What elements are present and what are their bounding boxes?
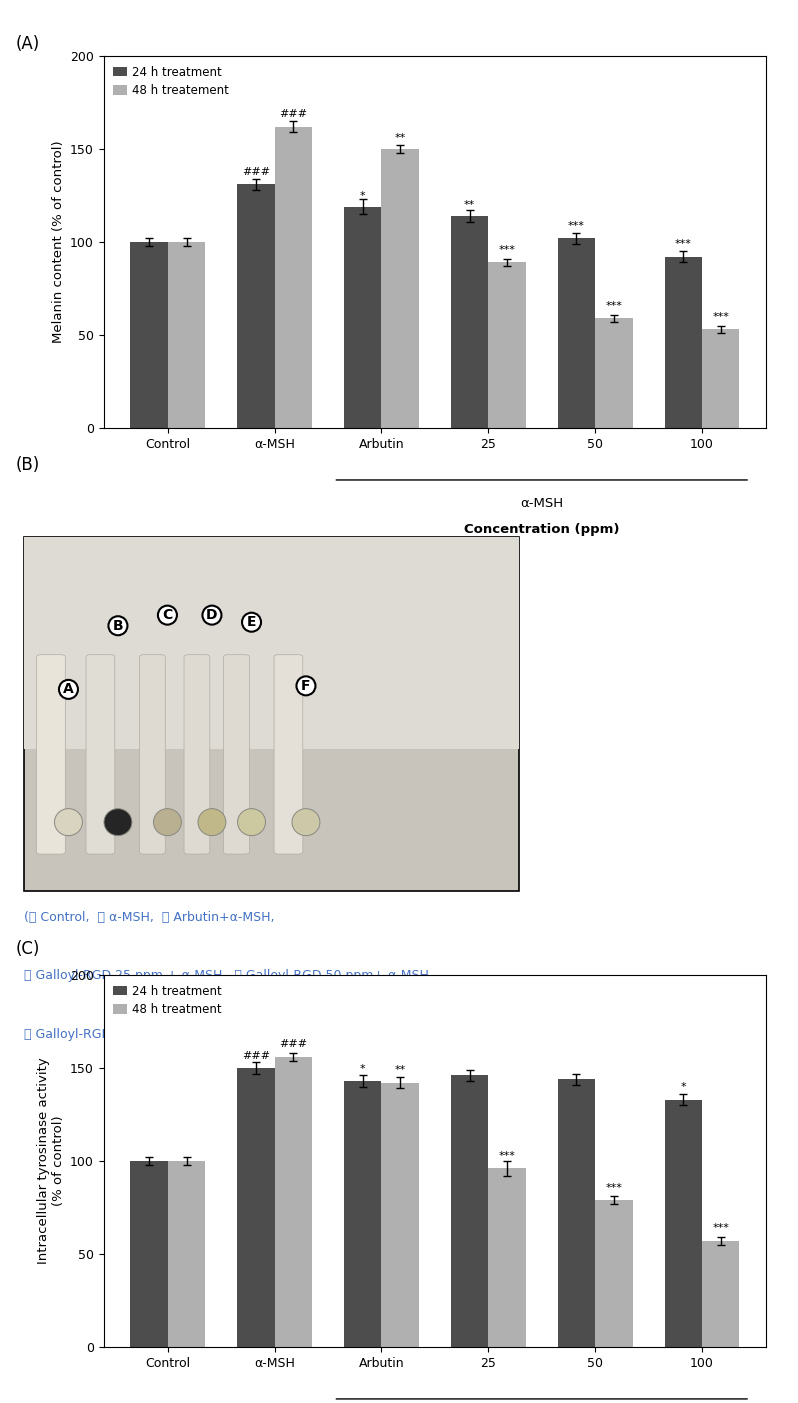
Text: Concentration (ppm): Concentration (ppm)	[464, 523, 619, 536]
FancyBboxPatch shape	[184, 655, 210, 854]
Bar	[595, 1200, 633, 1347]
Bar	[168, 243, 205, 428]
Bar	[168, 1162, 205, 1347]
Ellipse shape	[54, 808, 82, 836]
FancyBboxPatch shape	[274, 655, 302, 854]
Bar	[451, 216, 488, 428]
Text: ***: ***	[499, 1150, 516, 1162]
Text: ***: ***	[606, 1183, 622, 1193]
Bar	[344, 1082, 381, 1347]
Text: (C): (C)	[16, 940, 41, 958]
Text: (Ⓐ Control,  Ⓑ α-MSH,  Ⓒ Arbutin+α-MSH,: (Ⓐ Control, Ⓑ α-MSH, Ⓒ Arbutin+α-MSH,	[24, 911, 275, 923]
FancyBboxPatch shape	[24, 537, 519, 749]
Bar	[702, 1240, 740, 1347]
Text: C: C	[162, 607, 172, 622]
Bar	[381, 1083, 419, 1347]
FancyBboxPatch shape	[223, 655, 250, 854]
FancyBboxPatch shape	[37, 655, 65, 854]
Text: *: *	[360, 191, 365, 201]
Ellipse shape	[153, 808, 181, 836]
Bar	[451, 1076, 488, 1347]
Text: ###: ###	[242, 1051, 270, 1061]
Bar	[488, 1169, 526, 1347]
Text: (A): (A)	[16, 35, 40, 53]
Text: (B): (B)	[16, 456, 40, 474]
Text: **: **	[394, 1065, 406, 1076]
Text: *: *	[681, 1082, 686, 1092]
Text: ***: ***	[675, 240, 692, 250]
Text: ###: ###	[279, 1040, 307, 1049]
Bar	[275, 126, 312, 428]
Bar	[702, 330, 740, 428]
Text: ***: ***	[713, 1223, 729, 1233]
Y-axis label: Intracellular tyrosinase activity
(% of control): Intracellular tyrosinase activity (% of …	[37, 1058, 65, 1264]
Text: ***: ***	[713, 311, 729, 321]
Text: ***: ***	[499, 246, 516, 255]
Bar	[665, 1100, 702, 1347]
Y-axis label: Melanin content (% of control): Melanin content (% of control)	[52, 140, 65, 344]
Legend: 24 h treatment, 48 h treatement: 24 h treatment, 48 h treatement	[109, 62, 232, 101]
Text: ###: ###	[242, 167, 270, 177]
Text: Ⓕ Galloyl-RGD 100 ppm+ α-MSH): Ⓕ Galloyl-RGD 100 ppm+ α-MSH)	[24, 1028, 231, 1041]
Text: F: F	[301, 679, 310, 693]
Bar	[595, 318, 633, 428]
Bar	[237, 1068, 275, 1347]
Ellipse shape	[238, 808, 266, 836]
Text: α-MSH: α-MSH	[520, 497, 563, 509]
Text: Ⓓ Galloyl-RGD 25 ppm + α-MSH,  Ⓔ Galloyl-RGD 50 ppm+ α-MSH,: Ⓓ Galloyl-RGD 25 ppm + α-MSH, Ⓔ Galloyl-…	[24, 969, 433, 982]
Bar	[344, 206, 381, 428]
FancyBboxPatch shape	[140, 655, 165, 854]
Text: D: D	[206, 607, 218, 622]
Text: ***: ***	[606, 300, 622, 311]
Bar	[558, 239, 595, 428]
Text: E: E	[247, 615, 256, 629]
Ellipse shape	[198, 808, 226, 836]
Text: **: **	[464, 201, 476, 210]
Text: *: *	[360, 1063, 365, 1073]
Ellipse shape	[292, 808, 320, 836]
Bar	[130, 1162, 168, 1347]
Bar	[665, 257, 702, 428]
Bar	[488, 262, 526, 428]
Bar	[558, 1079, 595, 1347]
Text: ###: ###	[279, 109, 307, 119]
Bar	[381, 149, 419, 428]
FancyBboxPatch shape	[24, 537, 519, 891]
Bar	[275, 1056, 312, 1347]
Bar	[237, 184, 275, 428]
Bar	[130, 243, 168, 428]
Text: B: B	[113, 619, 123, 633]
Text: ***: ***	[568, 220, 585, 231]
Text: **: **	[394, 133, 406, 143]
FancyBboxPatch shape	[86, 655, 115, 854]
Ellipse shape	[104, 808, 132, 836]
Legend: 24 h treatment, 48 h treatment: 24 h treatment, 48 h treatment	[109, 981, 225, 1020]
Text: A: A	[63, 682, 74, 696]
